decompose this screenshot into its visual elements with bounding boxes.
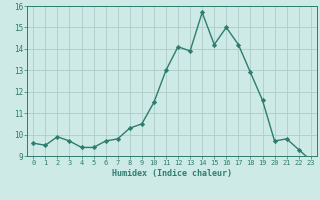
X-axis label: Humidex (Indice chaleur): Humidex (Indice chaleur) xyxy=(112,169,232,178)
